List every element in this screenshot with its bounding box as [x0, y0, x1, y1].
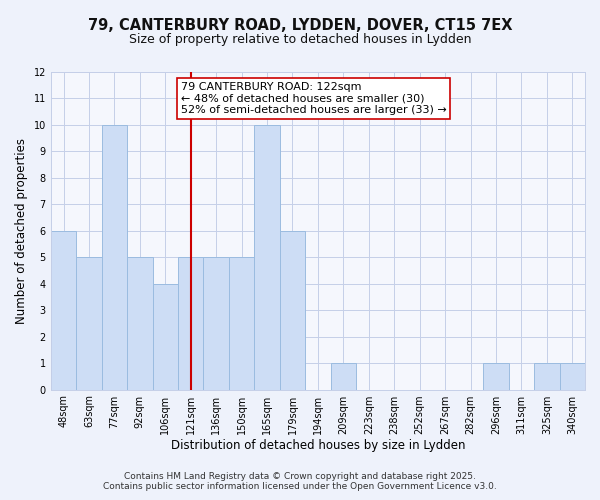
- Bar: [331, 363, 356, 390]
- Bar: [101, 124, 127, 390]
- Bar: [483, 363, 509, 390]
- Bar: [254, 124, 280, 390]
- Bar: [203, 257, 229, 390]
- Text: Contains HM Land Registry data © Crown copyright and database right 2025.: Contains HM Land Registry data © Crown c…: [124, 472, 476, 481]
- Bar: [127, 257, 152, 390]
- Text: 79, CANTERBURY ROAD, LYDDEN, DOVER, CT15 7EX: 79, CANTERBURY ROAD, LYDDEN, DOVER, CT15…: [88, 18, 512, 32]
- Bar: [534, 363, 560, 390]
- Text: Contains public sector information licensed under the Open Government Licence v3: Contains public sector information licen…: [103, 482, 497, 491]
- Y-axis label: Number of detached properties: Number of detached properties: [15, 138, 28, 324]
- Bar: [76, 257, 101, 390]
- Bar: [229, 257, 254, 390]
- Text: 79 CANTERBURY ROAD: 122sqm
← 48% of detached houses are smaller (30)
52% of semi: 79 CANTERBURY ROAD: 122sqm ← 48% of deta…: [181, 82, 446, 116]
- X-axis label: Distribution of detached houses by size in Lydden: Distribution of detached houses by size …: [170, 440, 465, 452]
- Bar: [51, 230, 76, 390]
- Bar: [178, 257, 203, 390]
- Text: Size of property relative to detached houses in Lydden: Size of property relative to detached ho…: [129, 32, 471, 46]
- Bar: [560, 363, 585, 390]
- Bar: [152, 284, 178, 390]
- Bar: [280, 230, 305, 390]
